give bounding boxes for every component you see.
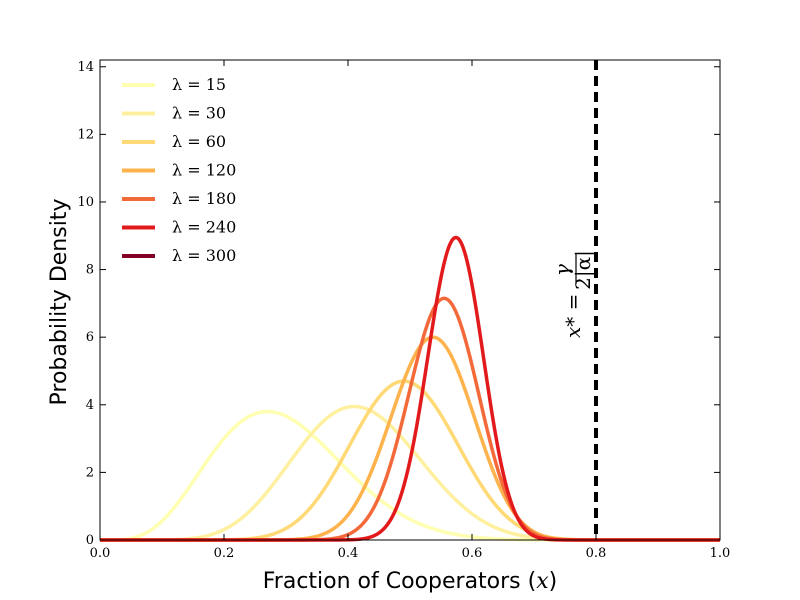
y-tick-label: 10 xyxy=(77,195,94,210)
plot-frame xyxy=(99,59,721,541)
x-axis-title: Fraction of Cooperators (x) xyxy=(263,569,558,594)
x-tick-label: 0.2 xyxy=(214,546,235,561)
legend-label-4: λ = 180 xyxy=(172,189,236,208)
x-axis-title-variable: x xyxy=(536,569,549,594)
y-tick-label: 12 xyxy=(77,127,94,142)
x-tick-label: 1.0 xyxy=(710,546,731,561)
annotation-denominator: 2|α| xyxy=(571,250,596,290)
legend-label-5: λ = 240 xyxy=(172,218,236,237)
tick-layer: 0.0 0.2 0.4 0.6 0.8 1.0 0 2 4 6 8 10 12 14 xyxy=(77,60,730,561)
legend-label-3: λ = 120 xyxy=(172,161,236,180)
legend-label-1: λ = 30 xyxy=(172,104,226,123)
legend-label-0: λ = 15 xyxy=(172,75,226,94)
legend: λ = 15 λ = 30 λ = 60 λ = 120 λ = 180 λ = 240 λ… xyxy=(122,75,236,265)
y-tick-label: 4 xyxy=(86,398,94,413)
x-tick-label: 0.4 xyxy=(338,546,359,561)
y-axis-title: Probability Density xyxy=(47,199,72,406)
x-tick-label: 0.0 xyxy=(90,546,111,561)
y-tick-label: 6 xyxy=(86,330,94,345)
y-tick-label: 8 xyxy=(86,263,94,278)
legend-label-6: λ = 300 xyxy=(172,246,236,265)
x-tick-label: 0.6 xyxy=(462,546,483,561)
x-axis-title-text: Fraction of Cooperators ( xyxy=(263,569,537,594)
y-tick-label: 0 xyxy=(86,533,94,548)
legend-label-2: λ = 60 xyxy=(172,132,226,151)
annotation: x* = γ 2|α| xyxy=(550,250,596,338)
y-tick-label: 14 xyxy=(77,60,94,75)
y-tick-label: 2 xyxy=(86,465,94,480)
annotation-lhs: x* = xyxy=(561,294,585,338)
x-tick-label: 0.8 xyxy=(586,546,607,561)
x-axis-title-close: ) xyxy=(549,569,558,594)
annotation-numerator: γ xyxy=(550,264,574,276)
